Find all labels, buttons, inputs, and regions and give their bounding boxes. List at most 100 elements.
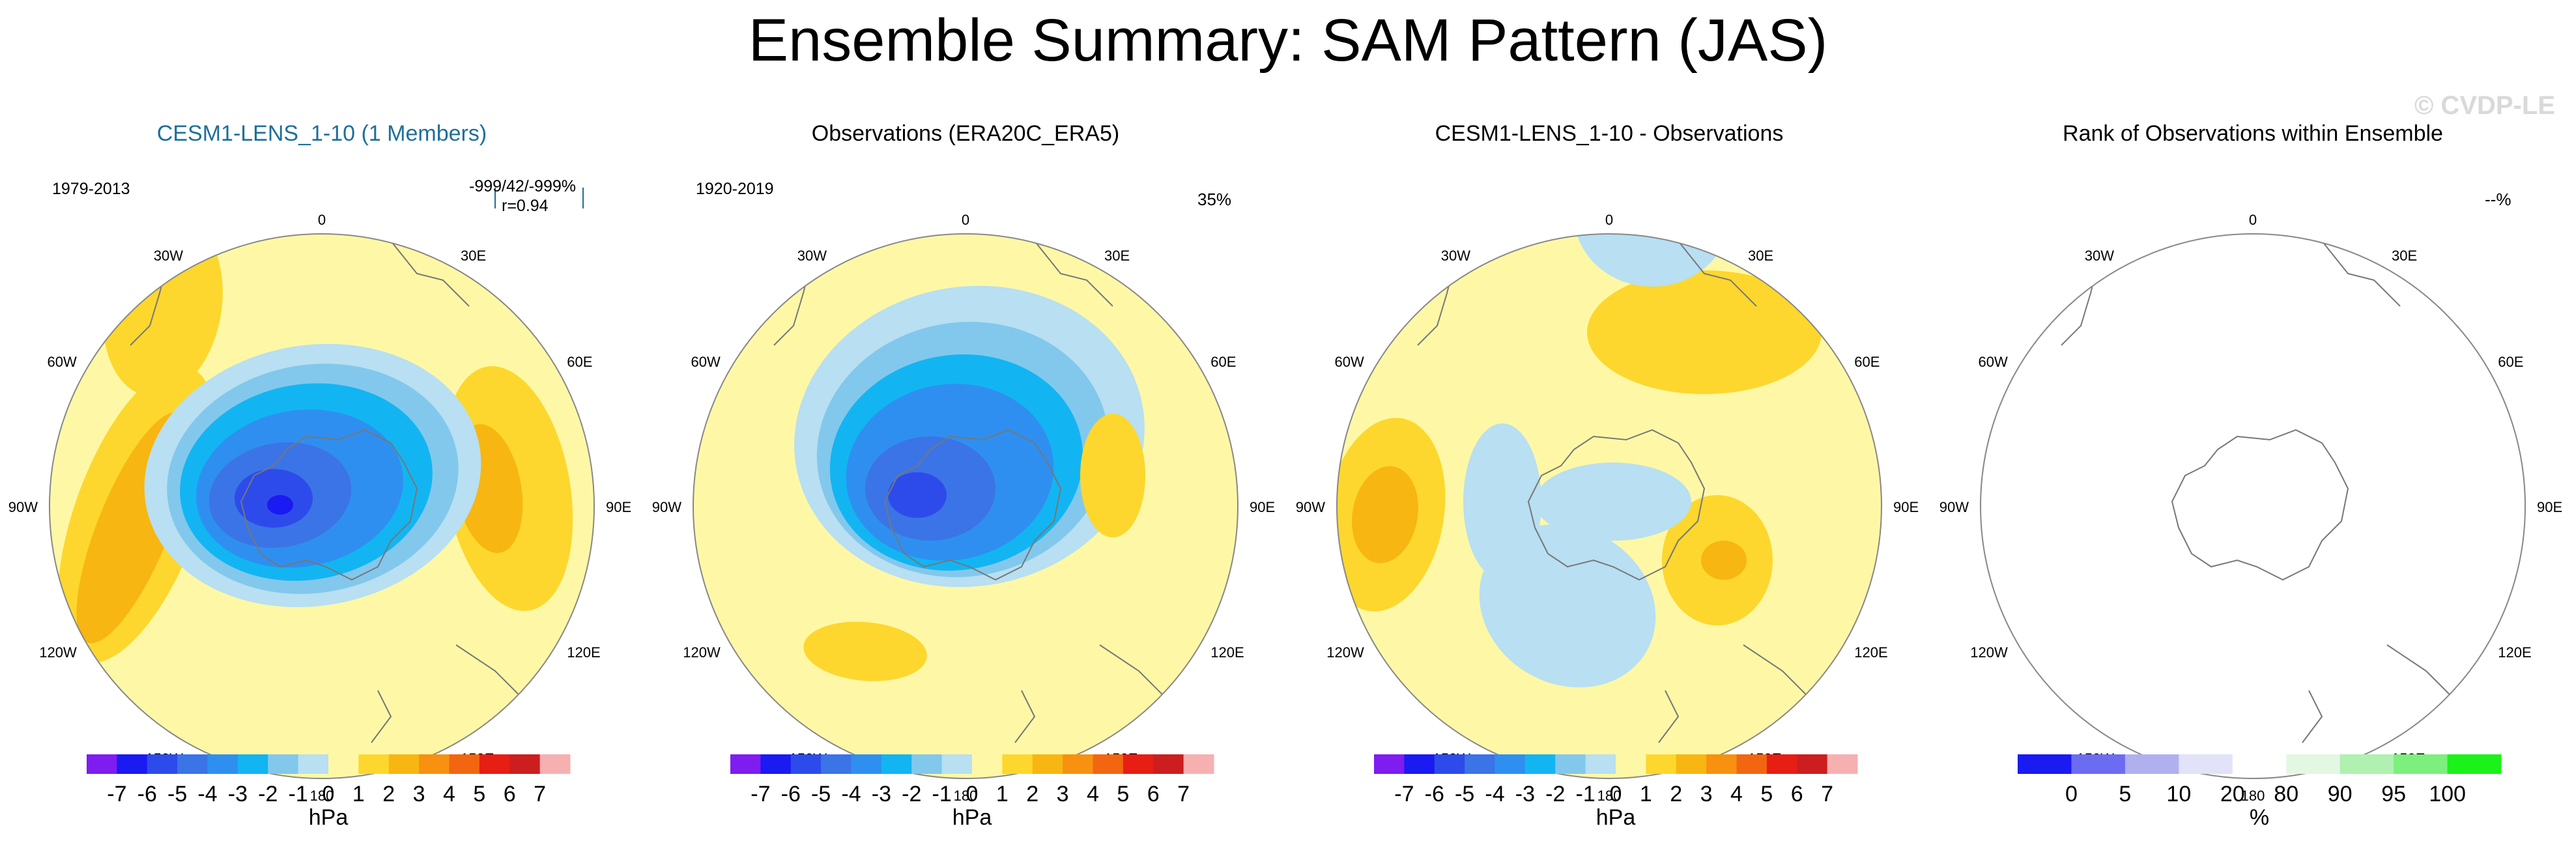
- colorbar: 0 5 10 20 80 90 95 100%: [2018, 754, 2502, 830]
- colorbar-label: 0: [966, 782, 979, 806]
- difference-map-chart: CESM1-LENS_1-10 - Observations 0 30E 60E 90E…: [1296, 121, 1919, 830]
- colorbar-swatch: [1766, 754, 1797, 774]
- colorbar-label: -2: [902, 782, 921, 806]
- panel-title: CESM1-LENS_1-10 (1 Members): [157, 121, 487, 146]
- colorbar-label: 3: [413, 782, 425, 806]
- antarctica-coastline: [2171, 429, 2349, 581]
- colorbar-label: -1: [289, 782, 308, 806]
- colorbar-label: 4: [443, 782, 455, 806]
- new-zealand-coastline: [1658, 690, 1680, 743]
- colorbar-label: -6: [137, 782, 157, 806]
- panel-rank: Rank of Observations within Ensemble 0 30E…: [1931, 111, 2575, 841]
- colorbar-label: 1: [996, 782, 1009, 806]
- colorbar-label: 1: [1640, 782, 1652, 806]
- lon-label-30W: 30W: [797, 248, 827, 264]
- colorbar-label: -1: [1576, 782, 1596, 806]
- lon-label-120E: 120E: [2498, 644, 2531, 661]
- period-label: 1920-2019: [696, 180, 774, 198]
- colorbar-label: 7: [1177, 782, 1190, 806]
- colorbar-label: -3: [872, 782, 891, 806]
- colorbar-label: -7: [751, 782, 770, 806]
- colorbar-label: -2: [258, 782, 278, 806]
- colorbar-label: 6: [504, 782, 516, 806]
- lon-label-180: 180: [2241, 788, 2265, 804]
- colorbar-swatch: [1676, 754, 1707, 774]
- colorbar-swatch: [358, 754, 390, 774]
- colorbar-swatch: [479, 754, 510, 774]
- lon-label-120W: 120W: [1326, 644, 1364, 661]
- panel-title: CESM1-LENS_1-10 - Observations: [1435, 121, 1784, 146]
- colorbar-swatch: [1465, 754, 1495, 774]
- colorbar-swatch: [1495, 754, 1526, 774]
- colorbar: -7 -6 -5 -4 -3 -2 -1 0 1 2 3 4 5 6 7 hPa: [730, 754, 1214, 830]
- colorbar-swatch: [2232, 754, 2287, 774]
- observations-map-chart: Observations (ERA20C_ERA5) 1920-2019 0 30E 6…: [652, 121, 1275, 830]
- map-field: [1981, 234, 2525, 778]
- lon-label-60W: 60W: [48, 354, 77, 370]
- colorbar-swatch: [87, 754, 117, 774]
- percent-label: 35%: [1197, 190, 1231, 209]
- colorbar-label: -6: [1425, 782, 1444, 806]
- colorbar-label: 5: [1117, 782, 1129, 806]
- period-label: 1979-2013: [52, 180, 130, 198]
- colorbar-swatch: [449, 754, 480, 774]
- lon-label-60W: 60W: [1979, 354, 2008, 370]
- high-east: [1080, 414, 1145, 537]
- colorbar-swatch: [1736, 754, 1767, 774]
- colorbar-swatch: [298, 754, 329, 774]
- colorbar-swatch: [539, 754, 571, 774]
- colorbar-label: 6: [1791, 782, 1803, 806]
- lon-label-60W: 60W: [691, 354, 721, 370]
- colorbar-swatch: [1616, 754, 1646, 774]
- lon-label-30W: 30W: [1441, 248, 1470, 264]
- map-field: [50, 234, 594, 778]
- colorbar-unit: hPa: [309, 805, 349, 830]
- panel-ensemble: CESM1-LENS_1-10 (1 Members) 1979-2013 0 30E…: [0, 111, 644, 841]
- high-west-core: [1352, 466, 1418, 563]
- colorbar-swatch: [2340, 754, 2394, 774]
- rank-map-chart: Rank of Observations within Ensemble 0 30E…: [1939, 121, 2562, 830]
- colorbar-swatch: [1063, 754, 1093, 774]
- south-america-coastline: [773, 234, 818, 346]
- lon-label-90E: 90E: [606, 499, 631, 515]
- lon-label-180: 180: [954, 788, 978, 804]
- colorbar-label: -5: [1455, 782, 1474, 806]
- colorbar-swatch: [1797, 754, 1828, 774]
- lon-label-120E: 120E: [567, 644, 600, 661]
- colorbar-swatch: [1183, 754, 1214, 774]
- colorbar-label: 20: [2220, 782, 2245, 806]
- panel-difference: CESM1-LENS_1-10 - Observations 0 30E 60E 90E…: [1287, 111, 1931, 841]
- colorbar-label: 4: [1087, 782, 1099, 806]
- colorbar-swatch: [1706, 754, 1737, 774]
- lon-label-90W: 90W: [1939, 499, 1969, 515]
- lon-label-120W: 120W: [1970, 644, 2008, 661]
- colorbar-label: -2: [1545, 782, 1565, 806]
- colorbar-label: 2: [1026, 782, 1038, 806]
- colorbar-label: 6: [1147, 782, 1160, 806]
- colorbar-swatch: [237, 754, 268, 774]
- colorbar-label: 2: [1670, 782, 1682, 806]
- colorbar-swatch: [2071, 754, 2126, 774]
- colorbar-label: 2: [382, 782, 395, 806]
- colorbar-swatch: [760, 754, 792, 774]
- colorbar-label: -4: [1485, 782, 1504, 806]
- map-border: [1336, 233, 1882, 779]
- colorbar-label: -7: [1394, 782, 1414, 806]
- colorbar-label: 95: [2381, 782, 2406, 806]
- colorbar-label: 3: [1057, 782, 1069, 806]
- map-border: [693, 233, 1238, 779]
- colorbar-swatch: [147, 754, 178, 774]
- colorbar-swatch: [730, 754, 761, 774]
- lon-label-30E: 30E: [1104, 248, 1130, 264]
- colorbar-label: 0: [1610, 782, 1622, 806]
- colorbar-swatch: [2447, 754, 2502, 774]
- map-background: [1981, 234, 2525, 778]
- colorbar-label: 0: [2065, 782, 2078, 806]
- lon-label-180: 180: [1597, 788, 1622, 804]
- high-north: [1587, 270, 1822, 394]
- lon-label-30E: 30E: [2392, 248, 2417, 264]
- colorbar-swatch: [207, 754, 238, 774]
- lon-label-120E: 120E: [1210, 644, 1244, 661]
- lon-label-30W: 30W: [2085, 248, 2114, 264]
- colorbar-swatch: [2018, 754, 2072, 774]
